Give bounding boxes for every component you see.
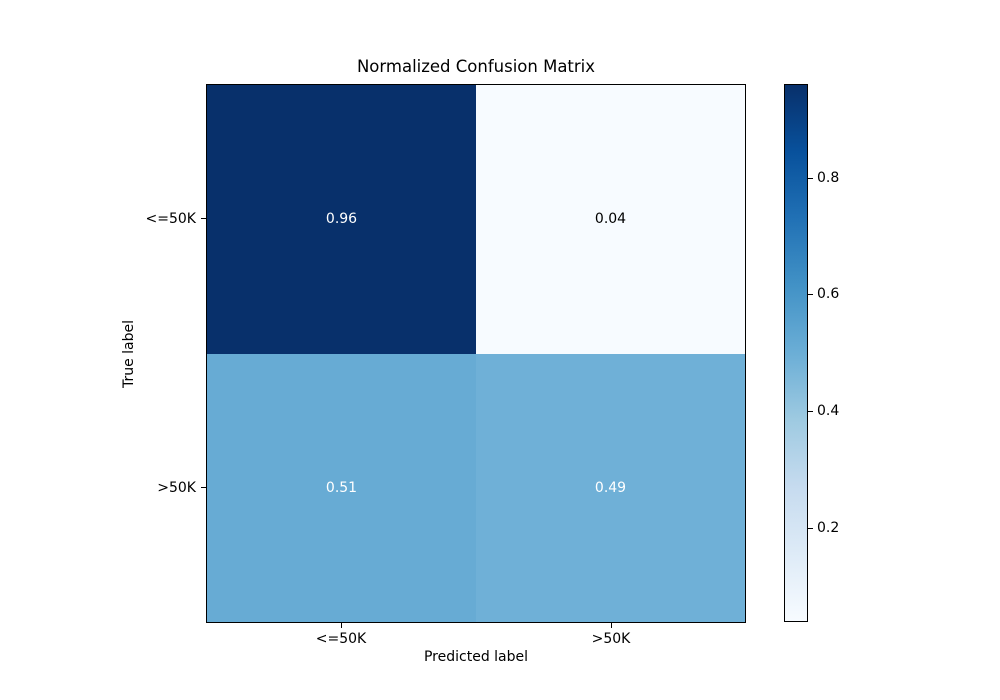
cell-value: 0.96 — [325, 211, 358, 228]
x-tick-mark — [341, 623, 342, 628]
confusion-cell-true0-pred1: 0.04 — [476, 85, 745, 354]
colorbar-tick-mark — [808, 528, 813, 529]
x-tick-mark — [611, 623, 612, 628]
heatmap-plot-area: 0.96 0.04 0.51 0.49 — [206, 84, 746, 623]
colorbar-tick-label: 0.2 — [817, 520, 840, 536]
confusion-cell-true1-pred1: 0.49 — [476, 353, 745, 622]
y-axis-label: True label — [121, 319, 137, 389]
cell-value: 0.49 — [594, 479, 627, 496]
y-tick-label: <=50K — [145, 211, 196, 227]
chart-title: Normalized Confusion Matrix — [356, 57, 596, 76]
colorbar-tick-mark — [808, 294, 813, 295]
confusion-cell-true1-pred0: 0.51 — [207, 353, 476, 622]
cell-value: 0.04 — [594, 211, 627, 228]
y-tick-mark — [201, 218, 206, 219]
x-tick-label: <=50K — [315, 631, 367, 647]
x-tick-label: >50K — [591, 631, 631, 647]
colorbar-tick-label: 0.6 — [817, 286, 840, 302]
x-axis-label: Predicted label — [423, 649, 529, 665]
cell-value: 0.51 — [325, 479, 358, 496]
colorbar-tick-label: 0.8 — [817, 170, 840, 186]
colorbar-tick-label: 0.4 — [817, 403, 840, 419]
colorbar-tick-mark — [808, 178, 813, 179]
y-tick-label: >50K — [157, 480, 196, 496]
y-tick-mark — [201, 487, 206, 488]
colorbar-gradient — [784, 84, 808, 622]
confusion-cell-true0-pred0: 0.96 — [207, 85, 476, 354]
colorbar-tick-mark — [808, 411, 813, 412]
